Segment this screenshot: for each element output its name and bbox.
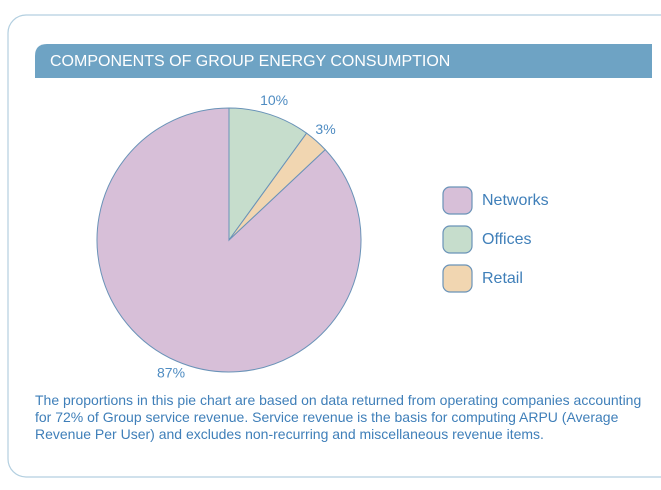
header-bar [35,44,652,78]
chart-title: COMPONENTS OF GROUP ENERGY CONSUMPTION [50,53,450,70]
footnote: The proportions in this pie chart are ba… [35,392,642,442]
legend-label: Networks [482,192,549,209]
pie-slice [228,132,326,241]
pie-slice [228,107,308,242]
legend-label: Retail [482,270,523,287]
slice-label: 87% [157,365,185,381]
legend-label: Offices [482,231,532,248]
legend-swatch [442,264,473,293]
legend-swatch [442,186,473,215]
slice-label: 10% [260,92,288,108]
legend-swatch [442,225,473,254]
slice-label: 3% [315,121,335,137]
